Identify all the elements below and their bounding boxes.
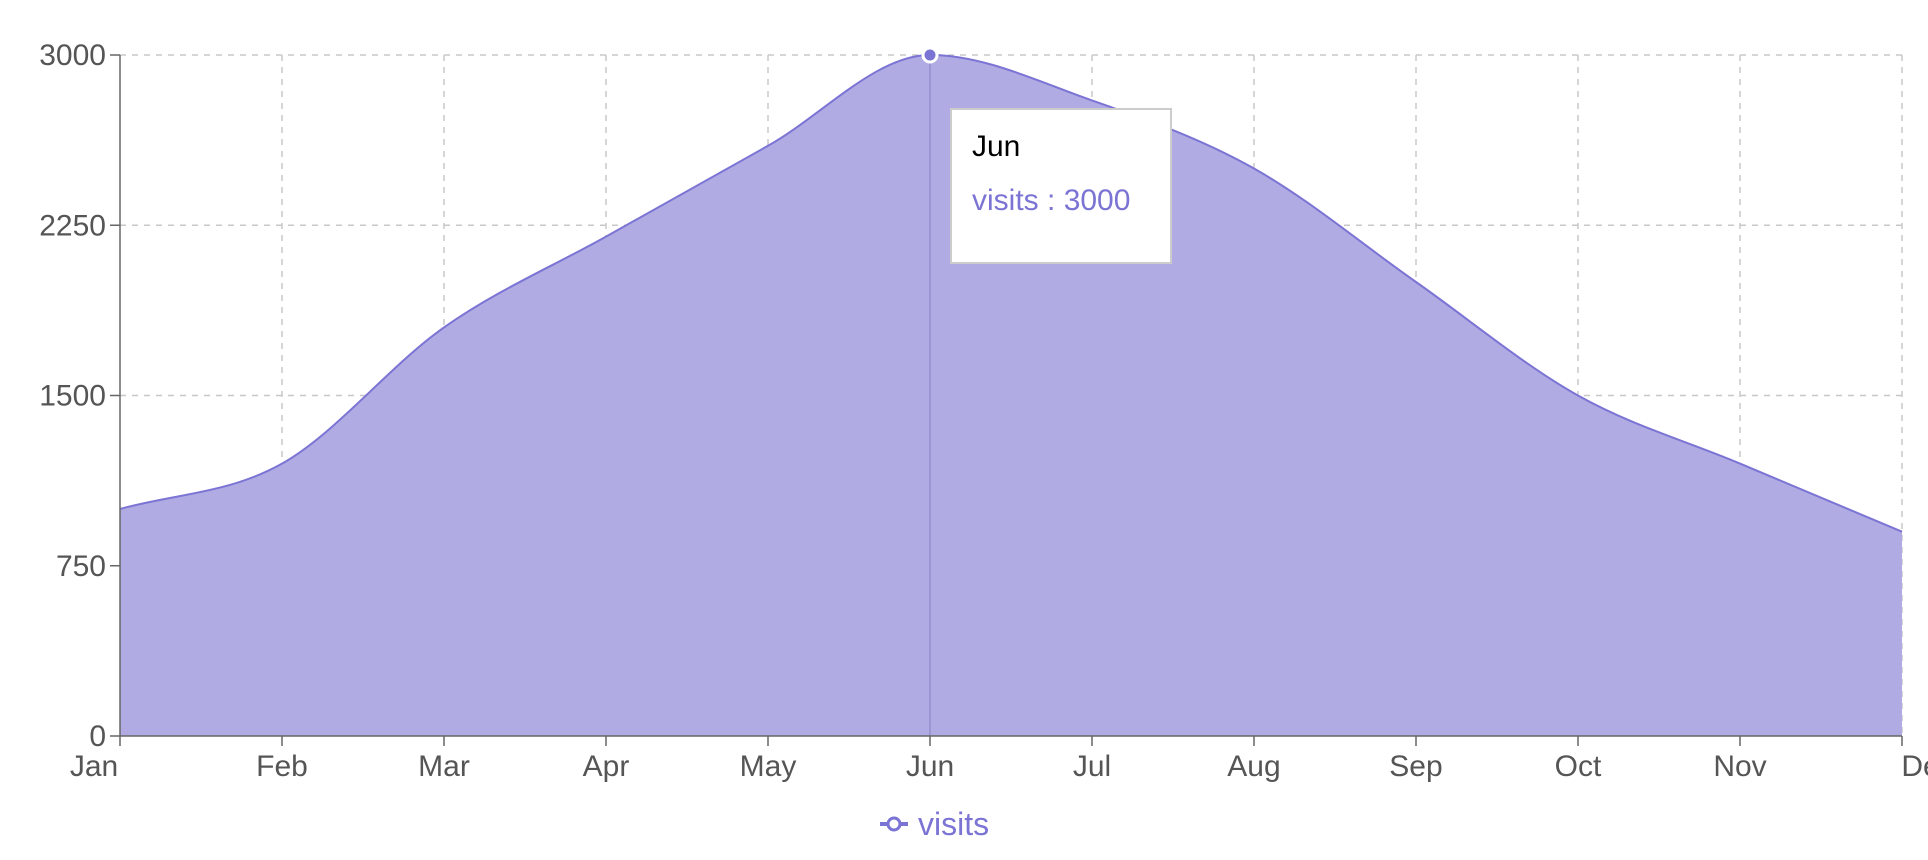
x-tick-label: Nov <box>1713 750 1766 783</box>
tooltip-value: 3000 <box>1063 184 1131 217</box>
tooltip-row: visits : 3000 <box>972 186 1150 216</box>
tooltip-series-name: visits <box>972 184 1039 217</box>
legend-label[interactable]: visits <box>918 806 989 842</box>
x-tick-label: Dec <box>1901 750 1928 783</box>
legend[interactable]: visits <box>880 806 989 842</box>
tooltip-separator: : <box>1038 184 1064 217</box>
x-tick-label: Apr <box>583 750 630 783</box>
tooltip-title: Jun <box>972 130 1021 163</box>
x-tick-label: Feb <box>256 750 308 783</box>
tooltip-cursor-layer <box>921 46 939 736</box>
series-line-visits <box>119 53 1903 533</box>
series-area-visits <box>120 55 1902 736</box>
x-tick-label: Oct <box>1555 750 1602 783</box>
x-tick-label: Mar <box>418 750 470 783</box>
series-area-layer <box>119 53 1903 736</box>
axes: 0 750 1500 2250 3000 Jan Feb Mar Apr May Jun Jul Aug… <box>39 39 1928 783</box>
legend-dot-icon <box>886 816 902 832</box>
y-tick-label: 1500 <box>39 380 106 413</box>
y-tick-label: 750 <box>56 550 106 583</box>
x-tick-label: Jan <box>70 750 118 783</box>
y-tick-label: 3000 <box>39 39 106 72</box>
y-tick-label: 2250 <box>39 209 106 242</box>
x-tick-label: Jun <box>906 750 954 783</box>
x-tick-label: May <box>740 750 797 783</box>
x-tick-label: Jul <box>1073 750 1111 783</box>
tooltip: Jun visits : 3000 <box>950 108 1172 264</box>
x-tick-label: Aug <box>1227 750 1280 783</box>
y-tick-label: 0 <box>89 720 106 753</box>
x-tick-label: Sep <box>1389 750 1442 783</box>
active-dot[interactable] <box>921 46 939 64</box>
